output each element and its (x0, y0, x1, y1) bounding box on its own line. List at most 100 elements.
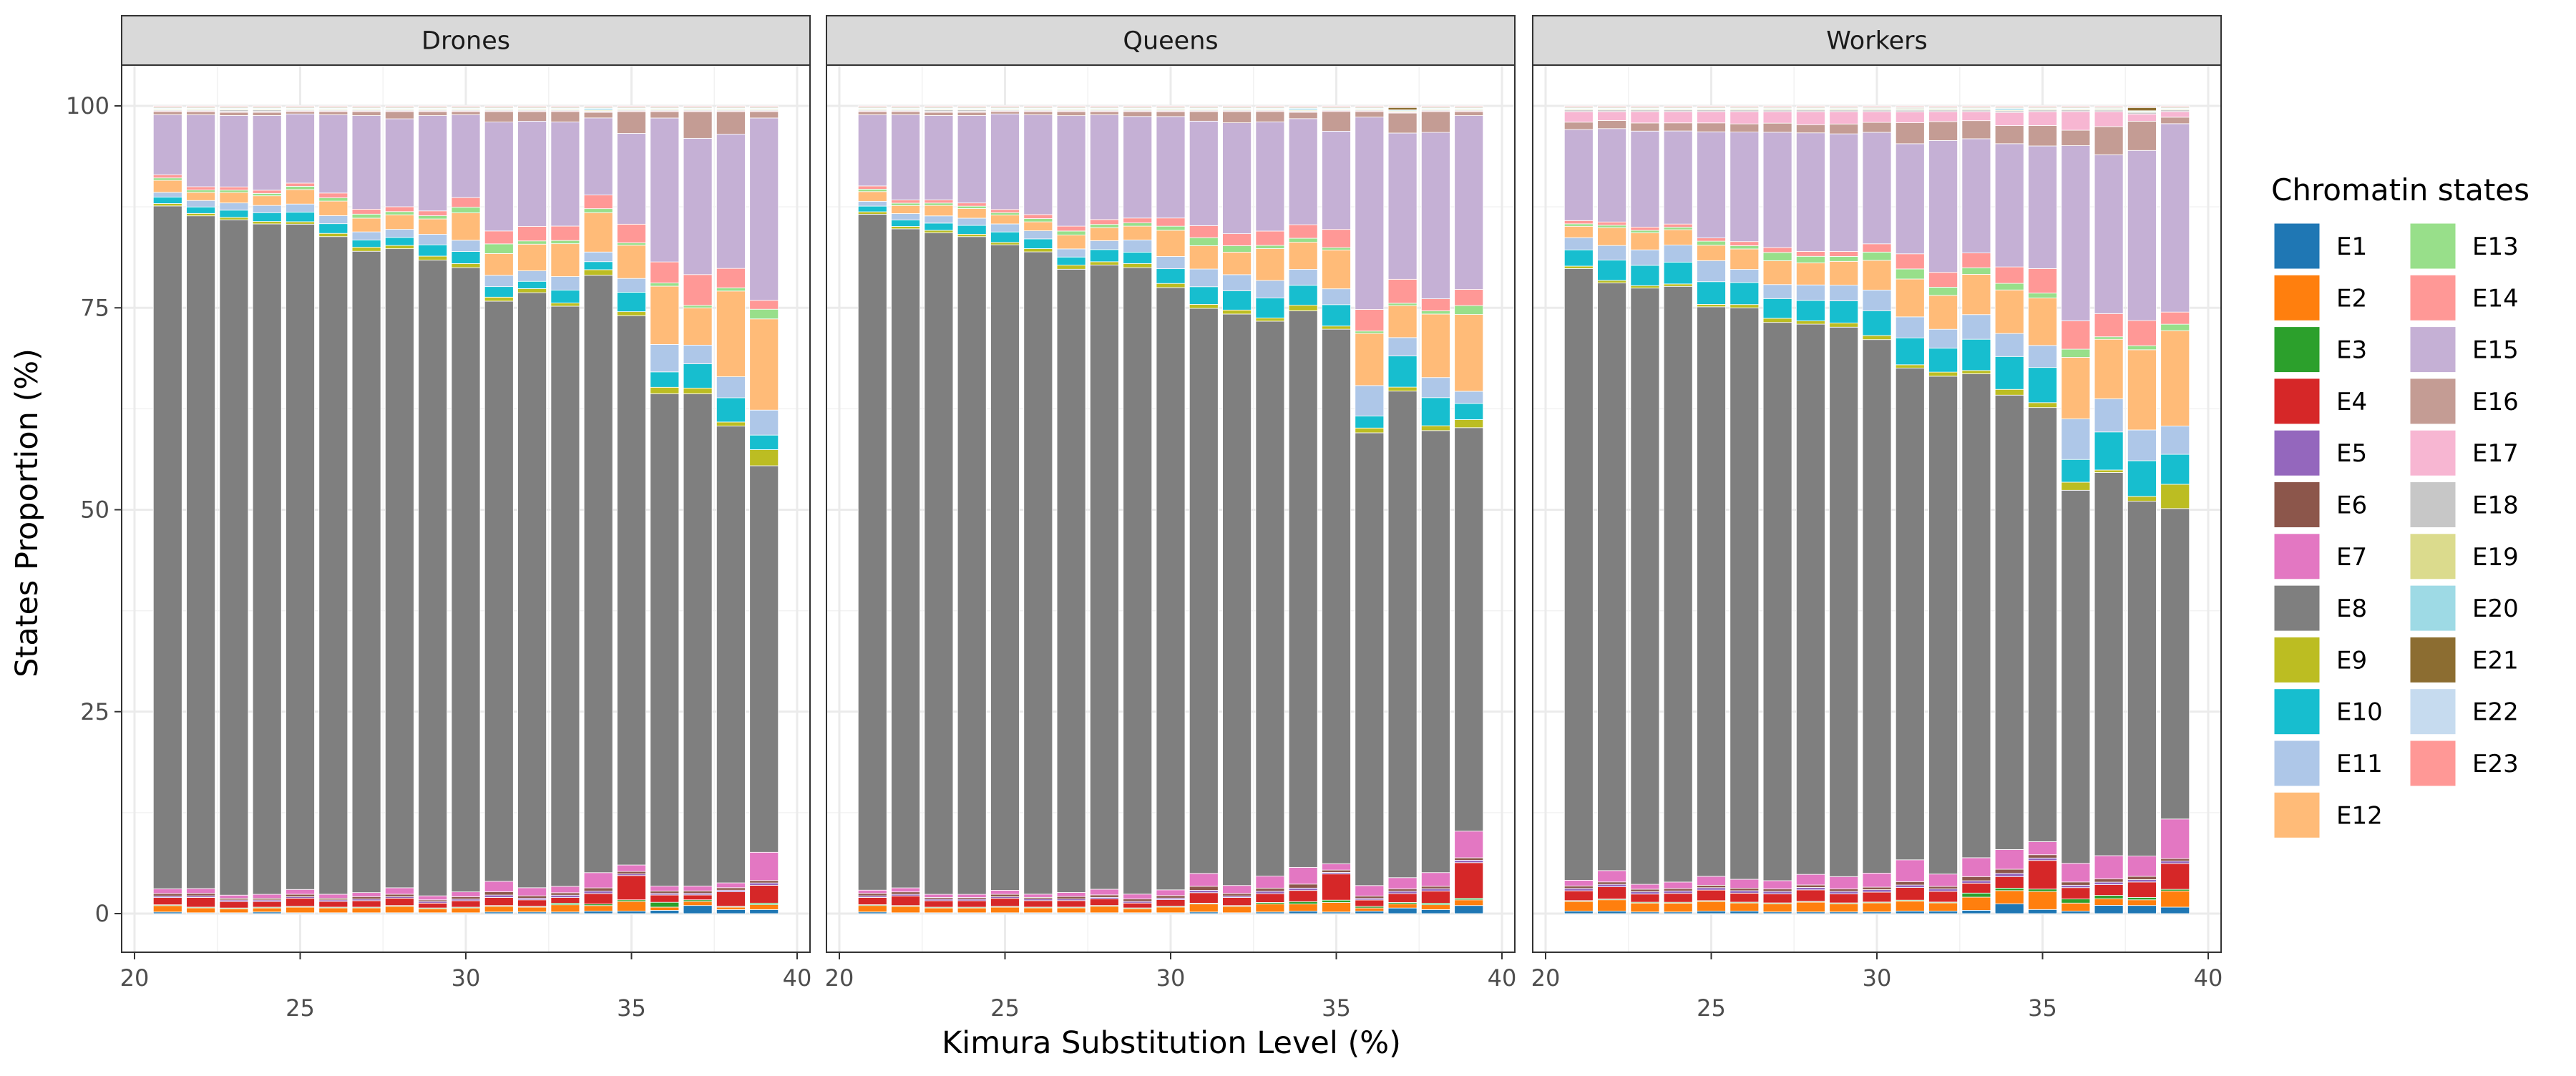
bar-segment-e15 (716, 134, 746, 269)
bar-segment-e4 (1288, 890, 1318, 902)
bar-segment-e11 (1697, 260, 1726, 283)
bar-segment-e2 (318, 907, 348, 914)
bar-segment-e23 (186, 105, 216, 107)
bar-segment-e4 (683, 894, 713, 901)
bar-segment-e15 (385, 118, 414, 207)
bar-segment-e12 (351, 217, 381, 233)
bar-segment-e8 (2061, 489, 2091, 864)
bar-segment-e9 (517, 288, 547, 293)
bar-segment-e4 (1630, 894, 1660, 903)
bar-segment-e12 (1090, 227, 1119, 241)
bar-segment-e5 (2094, 881, 2124, 885)
bar-segment-e4 (418, 902, 448, 909)
bar-segment-e12 (252, 195, 282, 206)
bar-segment-e15 (1697, 131, 1726, 238)
bar-segment-e9 (451, 263, 481, 268)
bar-segment-e16 (1090, 111, 1119, 115)
bar-segment-e2 (891, 906, 920, 914)
bar-segment-e1 (1597, 911, 1627, 914)
bar-segment-e23 (1961, 105, 1991, 107)
bar-segment-e4 (451, 900, 481, 908)
bar-segment-e14 (1928, 272, 1958, 288)
bar-segment-e4 (1255, 893, 1285, 903)
bar-segment-e4 (517, 899, 547, 907)
bar-segment-e11 (957, 217, 987, 226)
bar-segment-e23 (1056, 105, 1086, 107)
bar-segment-e15 (186, 114, 216, 187)
bar-segment-e14 (1288, 224, 1318, 239)
bar-segment-e12 (1156, 230, 1186, 257)
bar-segment-e4 (1355, 899, 1385, 907)
bar-segment-e23 (1795, 105, 1825, 107)
bar-segment-e8 (1123, 267, 1153, 895)
bar-segment-e10 (1189, 286, 1219, 305)
bar-segment-e7 (1222, 885, 1252, 894)
bar-segment-e3 (2094, 895, 2124, 899)
bar-segment-e6 (1090, 894, 1119, 898)
bar-segment-e23 (1189, 105, 1219, 107)
bar-segment-e14 (1895, 253, 1925, 270)
bar-segment-e13 (1322, 247, 1351, 250)
bar-segment-e9 (1994, 388, 2024, 396)
bar-segment-e13 (252, 192, 282, 197)
bar-segment-e2 (716, 906, 746, 910)
bar-segment-e17 (1961, 111, 1991, 122)
bar-segment-e9 (990, 242, 1020, 245)
bar-segment-e6 (2160, 858, 2190, 861)
bar-segment-e12 (1729, 248, 1760, 270)
bar-segment-e7 (186, 888, 216, 894)
bar-segment-e7 (1795, 874, 1825, 886)
bar-segment-e15 (650, 117, 680, 263)
bar-segment-e5 (1697, 887, 1726, 891)
bar-segment-e14 (1795, 251, 1825, 257)
bar-segment-e11 (1288, 269, 1318, 286)
bar-segment-e17 (2160, 111, 2190, 118)
bar-segment-e14 (1156, 217, 1186, 227)
x-tick-label: 40 (1488, 964, 1517, 992)
bar-segment-e2 (749, 904, 779, 910)
bar-segment-e16 (2160, 117, 2190, 124)
bar-segment-e14 (650, 261, 680, 283)
bar-segment-e4 (749, 885, 779, 904)
bar-segment-e7 (252, 894, 282, 899)
bar-segment-e8 (1454, 427, 1484, 832)
bar-segment-e10 (550, 290, 580, 303)
legend-label-e2: E2 (2336, 284, 2367, 313)
bar-segment-e15 (2094, 154, 2124, 314)
bar-segment-e3 (2028, 889, 2057, 892)
bar-segment-e6 (2094, 879, 2124, 883)
bar-segment-e12 (857, 191, 887, 202)
bar-segment-e4 (1597, 886, 1627, 899)
bar-segment-e7 (617, 864, 646, 872)
bar-segment-e14 (683, 274, 713, 306)
bar-segment-e12 (1355, 333, 1385, 386)
bar-segment-e16 (924, 112, 954, 116)
bar-segment-e9 (1421, 425, 1450, 431)
bar-segment-e5 (1288, 887, 1318, 891)
bar-segment-e15 (924, 115, 954, 200)
bar-segment-e10 (617, 292, 646, 313)
bar-segment-e7 (857, 889, 887, 894)
bar-segment-e10 (2028, 367, 2057, 404)
legend-label-e3: E3 (2336, 336, 2367, 365)
bar-segment-e4 (990, 898, 1020, 907)
bar-segment-e16 (683, 111, 713, 139)
x-tick-label: 20 (120, 964, 150, 992)
bar-segment-e12 (683, 307, 713, 346)
bar-segment-e23 (1387, 105, 1418, 107)
bar-segment-e6 (2127, 876, 2157, 880)
bar-segment-e16 (1994, 125, 2024, 145)
bar-segment-e23 (517, 105, 547, 107)
bar-segment-e12 (990, 215, 1020, 225)
bar-segment-e16 (1597, 120, 1627, 129)
bar-segment-e4 (186, 896, 216, 908)
bar-segment-e1 (1288, 911, 1318, 914)
bar-segment-e14 (617, 223, 646, 243)
bar-segment-e23 (2028, 105, 2057, 107)
bar-segment-e11 (484, 275, 514, 288)
bar-segment-e5 (1563, 888, 1594, 891)
bar-segment-e12 (517, 243, 547, 271)
legend-label-e12: E12 (2336, 801, 2383, 830)
bar-segment-e8 (1322, 328, 1351, 864)
